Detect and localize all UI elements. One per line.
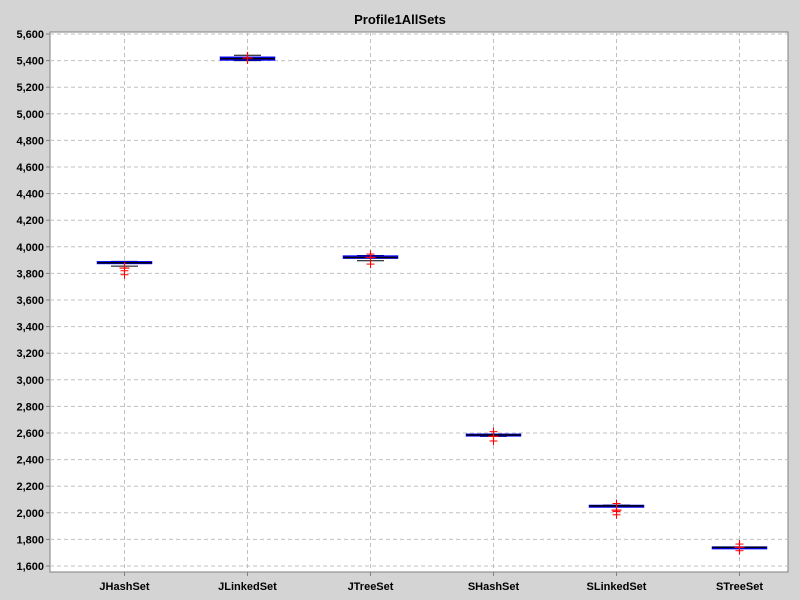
y-tick-label: 1,800 [16,534,44,546]
y-tick-label: 3,600 [16,295,44,307]
y-tick-label: 2,200 [16,481,44,493]
y-tick-label: 5,600 [16,29,44,41]
box-STreeSet [711,540,768,555]
plot-area [49,31,789,573]
y-tick-label: 3,000 [16,375,44,387]
y-tick-label: 3,200 [16,348,44,360]
x-axis: JHashSet JLinkedSet JTreeSet SHashSet SLinke… [99,572,763,593]
y-tick-label: 1,600 [16,561,44,573]
x-tick-label: STreeSet [716,581,763,593]
y-tick-label: 4,000 [16,242,44,254]
box-SHashSet [465,427,522,445]
y-tick-label: 4,600 [16,162,44,174]
y-tick-label: 4,800 [16,135,44,147]
x-tick-label: JTreeSet [348,581,394,593]
x-tick-label: SHashSet [468,581,520,593]
y-tick-label: 2,800 [16,401,44,413]
x-tick-label: JHashSet [99,581,149,593]
y-tick-label: 5,200 [16,82,44,94]
box-JHashSet [96,260,153,279]
chart-title: Profile1AllSets [354,12,446,27]
x-tick-label: JLinkedSet [218,581,277,593]
gridlines [50,32,788,572]
x-tick-label: SLinkedSet [587,581,647,593]
y-tick-label: 3,800 [16,268,44,280]
box-JLinkedSet [219,51,276,64]
y-axis: 1,600 1,800 2,000 2,200 2,400 2,600 2,800 3,000… [16,29,50,573]
box-SLinkedSet [588,499,645,519]
y-tick-label: 2,000 [16,508,44,520]
y-tick-label: 4,400 [16,189,44,201]
y-tick-label: 2,600 [16,428,44,440]
boxes [96,51,768,555]
y-tick-label: 5,400 [16,56,44,68]
y-tick-label: 2,400 [16,455,44,467]
y-tick-label: 5,000 [16,109,44,121]
y-tick-label: 3,400 [16,322,44,334]
y-tick-label: 4,200 [16,215,44,227]
box-JTreeSet [342,250,399,269]
